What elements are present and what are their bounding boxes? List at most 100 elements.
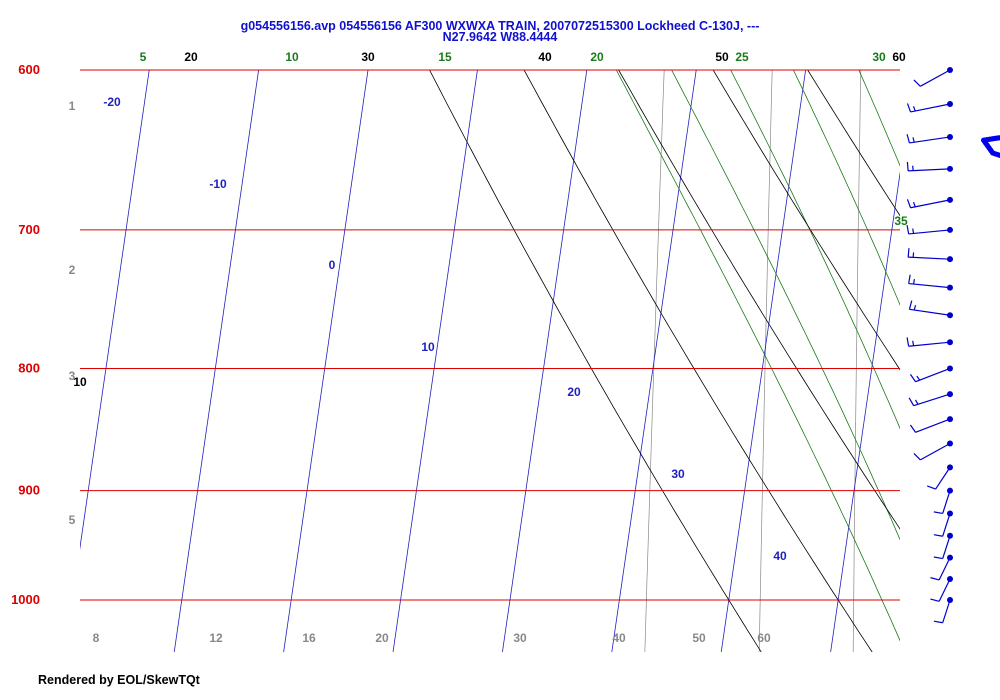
wind-barb-staff <box>938 578 951 602</box>
wind-barb-staff <box>938 557 951 581</box>
moist-adiabat-line <box>730 70 900 430</box>
axis-labels: 600 700 800 900 1000 -20 -10 0 10 20 30 40 10 20 30 40 5… <box>11 50 908 645</box>
wind-barb-feather <box>907 248 910 258</box>
mixing-ratio-line <box>911 35 916 680</box>
isotherm-label: 20 <box>567 385 581 399</box>
isotherm-line <box>80 70 150 551</box>
wind-barb-station <box>947 597 953 603</box>
wind-barb-feather <box>908 397 915 406</box>
moist-adiabat-line <box>615 70 900 642</box>
wind-barb-station <box>947 226 953 233</box>
moist-adiabat-label: 10 <box>285 50 299 64</box>
wind-barb <box>906 101 953 113</box>
pressure-label: 800 <box>18 360 40 375</box>
wind-barb-feather <box>909 424 917 433</box>
wind-barb-station <box>947 487 953 494</box>
wind-barb <box>933 597 953 624</box>
wind-barb-half-feather <box>912 201 916 208</box>
pressure-label: 600 <box>18 62 40 77</box>
wind-barb-staff <box>942 535 951 559</box>
wind-barb <box>908 391 953 407</box>
wind-barb-station <box>947 196 953 203</box>
dry-adiabat-line <box>429 70 762 652</box>
wind-barb-staff <box>910 103 951 113</box>
isotherm-label: -20 <box>103 95 121 109</box>
wind-barb-station <box>947 576 953 583</box>
wind-barb-station <box>947 510 953 517</box>
isotherm-line <box>502 70 588 652</box>
wind-barb-half-feather <box>913 305 917 311</box>
wind-barb-station <box>947 365 953 372</box>
moist-adiabat-label: 30 <box>872 50 886 64</box>
moist-adiabat-label: 5 <box>140 50 147 64</box>
wind-barb-staff <box>908 341 951 347</box>
wind-barb-station <box>947 165 953 172</box>
wind-barb-feather <box>906 103 912 113</box>
isotherm-line <box>720 70 807 652</box>
isobar-lines <box>80 69 900 601</box>
wind-barb-station <box>947 284 953 291</box>
mixing-ratio-label: 50 <box>692 631 706 645</box>
wind-barb-staff <box>920 442 951 461</box>
wind-barb <box>933 487 953 515</box>
wind-barb-staff <box>908 282 951 289</box>
wind-barb <box>913 67 953 87</box>
wind-barb-staff <box>908 168 951 172</box>
dewpoint-point <box>996 135 1000 141</box>
mixing-ratio-label: 20 <box>375 631 389 645</box>
wind-barb-feather <box>913 79 921 87</box>
dewpoint-series <box>981 135 1000 158</box>
moist-adiabat-label: 35 <box>894 214 908 228</box>
isotherm-line <box>0 0 50 689</box>
wind-barb-feather <box>933 511 943 515</box>
wind-barb-feather <box>909 374 917 383</box>
wind-barb-staff <box>909 308 951 316</box>
wind-barb-feather <box>906 337 910 347</box>
wind-barb-half-feather <box>912 137 915 143</box>
dry-adiabat-line <box>523 70 873 652</box>
dry-adiabat-label: 10 <box>73 375 87 389</box>
pressure-label: 1000 <box>11 592 40 607</box>
moist-adiabat-label: 20 <box>590 50 604 64</box>
wind-barb <box>908 274 953 291</box>
moist-adiabat-label: 25 <box>735 50 749 64</box>
wind-barb-station <box>947 554 953 561</box>
wind-barb-feather <box>906 134 911 144</box>
wind-barb-staff <box>920 69 951 87</box>
mixing-ratio-line <box>988 35 989 680</box>
wind-barb-feather <box>930 598 940 602</box>
wind-barb <box>908 300 953 319</box>
isotherm-line <box>830 170 900 652</box>
wind-barb <box>933 510 953 537</box>
dry-adiabat-label: 30 <box>361 50 375 64</box>
wind-barb-station <box>947 101 953 108</box>
isotherm-label: 0 <box>329 258 336 272</box>
wind-barb <box>926 464 953 490</box>
wind-barbs <box>906 67 953 624</box>
wind-barb <box>906 161 953 172</box>
moist-adiabat-line <box>792 70 900 306</box>
wind-barb-staff <box>915 418 951 433</box>
dry-adiabat-line <box>618 70 900 530</box>
dry-adiabat-line <box>973 35 1000 680</box>
wind-barb <box>930 576 953 602</box>
height-km-label: 1 <box>69 99 76 113</box>
wind-barb-feather <box>913 453 921 461</box>
mixing-ratio-line <box>852 70 862 652</box>
mixing-ratio-label: 40 <box>612 631 626 645</box>
wind-barb-staff <box>910 199 951 209</box>
dry-adiabat-label: 50 <box>715 50 729 64</box>
height-km-label: 5 <box>69 513 76 527</box>
isotherm-line <box>173 70 260 652</box>
wind-barb <box>909 365 953 383</box>
wind-barb-staff <box>908 229 951 235</box>
moist-adiabat-line <box>967 0 1000 680</box>
isotherm-label: -10 <box>209 177 227 191</box>
moist-adiabat-line <box>858 70 900 167</box>
moist-adiabat-line <box>671 70 900 541</box>
isotherm-label: 40 <box>773 549 787 563</box>
wind-barb <box>906 337 953 347</box>
wind-barb-feather <box>906 199 912 208</box>
chart-subtitle: N27.9642 W88.4444 <box>442 30 558 44</box>
